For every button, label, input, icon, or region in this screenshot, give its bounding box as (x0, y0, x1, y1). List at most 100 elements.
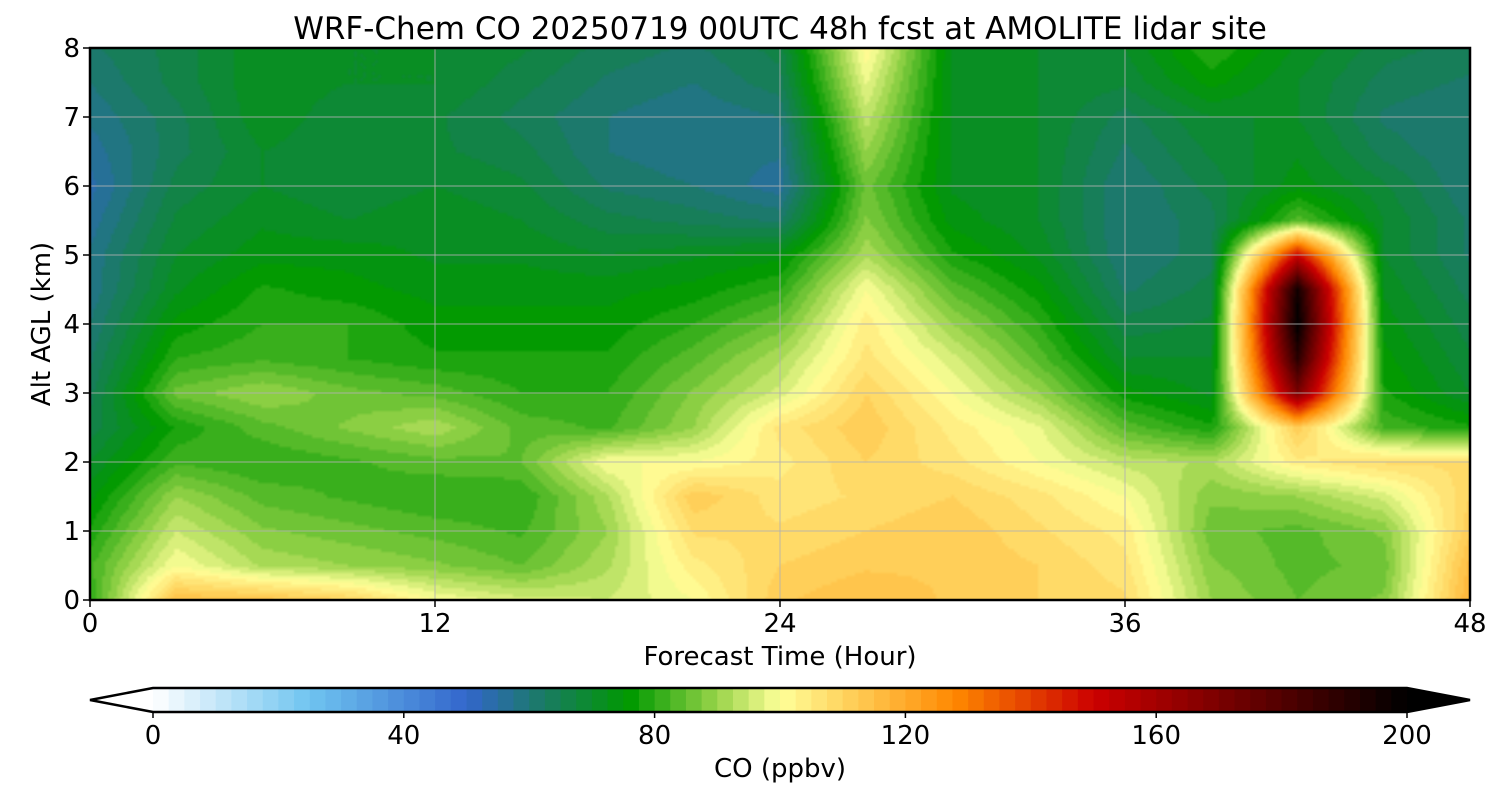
colorbar-cell (1297, 688, 1314, 712)
colorbar-cell (1375, 688, 1392, 712)
colorbar-cell (1234, 688, 1251, 712)
x-tick-label: 48 (1453, 609, 1486, 639)
colorbar-cell (795, 688, 812, 712)
x-tick-label: 36 (1108, 609, 1141, 639)
colorbar-cell (1093, 688, 1110, 712)
colorbar-cell (654, 688, 671, 712)
y-tick-label: 8 (63, 34, 80, 64)
y-tick-label: 1 (63, 517, 80, 547)
colorbar-cell (513, 688, 530, 712)
x-tick-label: 24 (763, 609, 796, 639)
colorbar-cell (1250, 688, 1267, 712)
y-tick-label: 6 (63, 172, 80, 202)
colorbar-cell (262, 688, 279, 712)
colorbar-cell (1046, 688, 1063, 712)
colorbar-cell (200, 688, 217, 712)
colorbar-cell (1062, 688, 1079, 712)
colorbar-cell (999, 688, 1016, 712)
colorbar-cell (278, 688, 295, 712)
colorbar-cell (1312, 688, 1330, 712)
colorbar-cell (184, 688, 201, 712)
y-tick-label: 2 (63, 448, 80, 478)
colorbar-cell (827, 688, 844, 712)
colorbar-cell (1140, 688, 1157, 712)
colorbar-cell (1344, 688, 1361, 712)
colorbar-cell (482, 688, 499, 712)
x-tick-label: 12 (418, 609, 451, 639)
colorbar-cell (215, 688, 232, 712)
colorbar-label: CO (ppbv) (714, 754, 846, 784)
y-tick-label: 0 (63, 586, 80, 616)
colorbar-cell (497, 688, 515, 712)
colorbar-cell (921, 688, 938, 712)
colorbar-cell (874, 688, 891, 712)
colorbar-cell (936, 688, 954, 712)
colorbar-cell (1203, 688, 1220, 712)
colorbar-cell (309, 688, 327, 712)
colorbar-cell (1281, 688, 1298, 712)
colorbar-cell (842, 688, 859, 712)
colorbar-cell (732, 688, 750, 712)
colorbar-cell (388, 688, 405, 712)
colorbar-cell (466, 688, 483, 712)
colorbar-cell (952, 688, 969, 712)
colorbar-cell (403, 688, 421, 712)
x-tick-label: 0 (82, 609, 99, 639)
colorbar-cell (1391, 688, 1408, 712)
colorbar-cell (1171, 688, 1189, 712)
colorbar-cell (325, 688, 342, 712)
colorbar-tick-label: 200 (1382, 721, 1432, 751)
colorbar-cell (435, 688, 452, 712)
colorbar-cell (968, 688, 985, 712)
colorbar-cell (1265, 688, 1283, 712)
colorbar-cell (168, 688, 185, 712)
colorbar-cell (701, 688, 718, 712)
colorbar-cell (748, 688, 765, 712)
colorbar-cell (905, 688, 922, 712)
colorbar-cell (1124, 688, 1142, 712)
colorbar-cell (811, 688, 828, 712)
y-axis-label: Alt AGL (km) (27, 242, 57, 406)
y-tick-label: 3 (63, 379, 80, 409)
colorbar-cell (341, 688, 358, 712)
colorbar-cell (889, 688, 906, 712)
colorbar-cell (560, 688, 577, 712)
colorbar-cell (685, 688, 703, 712)
colorbar-cell (529, 688, 546, 712)
y-axis-ticks: 0 1 2 3 4 5 6 7 8 (63, 34, 90, 616)
colorbar-cell (372, 688, 389, 712)
y-tick-label: 4 (63, 310, 80, 340)
colorbar-cell (670, 688, 687, 712)
colorbar-extend-high (1407, 688, 1470, 712)
colorbar: 0 40 80 120 160 200 CO (ppbv) (89, 686, 1471, 784)
chart-title: WRF-Chem CO 20250719 00UTC 48h fcst at A… (293, 11, 1267, 47)
colorbar-cell (717, 688, 734, 712)
colorbar-cells (153, 688, 1408, 712)
colorbar-cell (591, 688, 609, 712)
x-axis-label: Forecast Time (Hour) (643, 642, 916, 672)
colorbar-cell (450, 688, 468, 712)
colorbar-cell (1030, 688, 1048, 712)
colorbar-tick-label: 160 (1131, 721, 1181, 751)
colorbar-cell (1328, 688, 1345, 712)
colorbar-ticks: 0 40 80 120 160 200 (145, 712, 1432, 751)
colorbar-cell (780, 688, 797, 712)
colorbar-cell (1015, 688, 1032, 712)
colorbar-tick-label: 40 (387, 721, 420, 751)
colorbar-tick-label: 0 (145, 721, 162, 751)
colorbar-cell (419, 688, 436, 712)
colorbar-cell (1109, 688, 1126, 712)
colorbar-cell (1218, 688, 1236, 712)
colorbar-cell (764, 688, 781, 712)
colorbar-extend-low (90, 688, 153, 712)
colorbar-tick-label: 80 (638, 721, 671, 751)
colorbar-cell (294, 688, 311, 712)
colorbar-cell (1156, 688, 1173, 712)
colorbar-cell (623, 688, 640, 712)
colorbar-cell (607, 688, 624, 712)
y-tick-label: 7 (63, 103, 80, 133)
colorbar-cell (247, 688, 264, 712)
colorbar-cell (1187, 688, 1204, 712)
colorbar-cell (356, 688, 374, 712)
